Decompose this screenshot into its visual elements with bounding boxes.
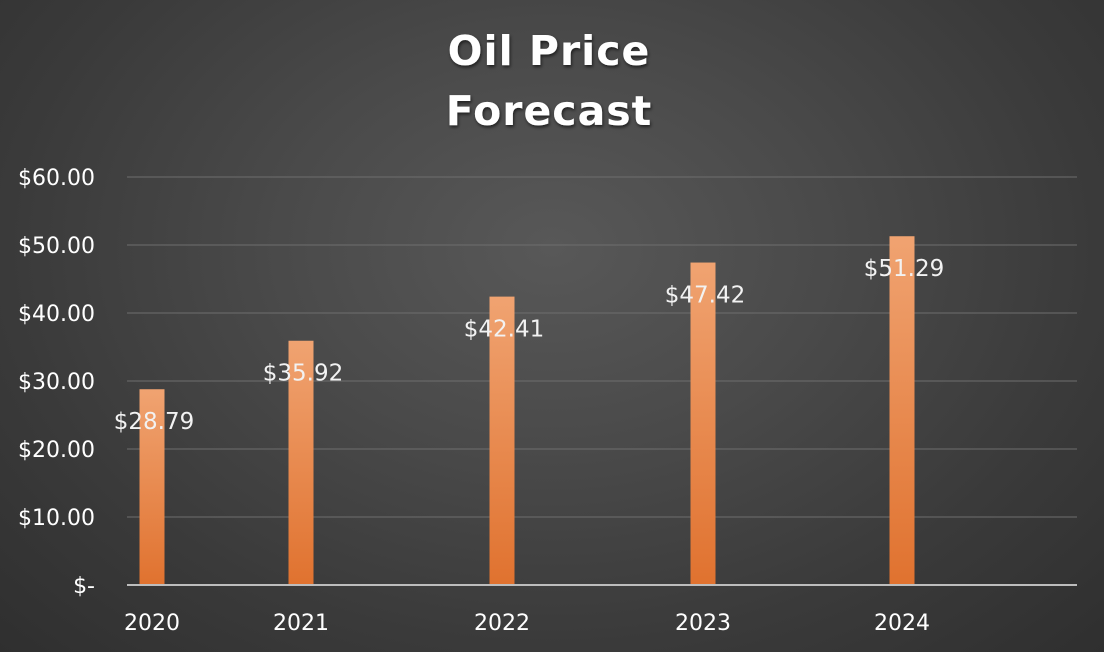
data-label-2020: $28.79 [114, 409, 194, 435]
bar-2023 [690, 262, 716, 585]
chart-title: Oil Price Forecast [446, 27, 653, 135]
x-tick-label-2023: 2023 [675, 611, 731, 636]
x-tick-label-2020: 2020 [124, 611, 180, 636]
data-label-2021: $35.92 [263, 361, 343, 387]
bar-2024 [889, 236, 915, 585]
y-tick-label: $50.00 [18, 234, 95, 259]
y-tick-label: $30.00 [18, 370, 95, 395]
data-labels: $28.79 $35.92 $42.41 $47.42 $51.29 [114, 256, 944, 435]
data-label-2024: $51.29 [864, 256, 944, 282]
chart-title-line-2: Forecast [446, 87, 653, 135]
y-tick-label: $40.00 [18, 302, 95, 327]
chart-title-line-1: Oil Price [448, 27, 651, 75]
bar-2022 [489, 296, 515, 585]
x-tick-label-2022: 2022 [474, 611, 530, 636]
bar-2020 [139, 389, 165, 585]
y-tick-label: $10.00 [18, 506, 95, 531]
data-label-2023: $47.42 [665, 283, 745, 309]
bars [139, 236, 915, 585]
x-tick-label-2021: 2021 [273, 611, 329, 636]
y-tick-label: $- [73, 574, 95, 599]
y-axis-tick-labels: $- $10.00 $20.00 $30.00 $40.00 $50.00 $60.00 [18, 166, 95, 599]
bar-2021 [288, 340, 314, 585]
x-axis-tick-labels: 2020 2021 2022 2023 2024 [124, 611, 930, 636]
y-tick-label: $20.00 [18, 438, 95, 463]
x-tick-label-2024: 2024 [874, 611, 930, 636]
data-label-2022: $42.41 [464, 317, 544, 343]
y-tick-label: $60.00 [18, 166, 95, 191]
gridlines [127, 176, 1077, 518]
